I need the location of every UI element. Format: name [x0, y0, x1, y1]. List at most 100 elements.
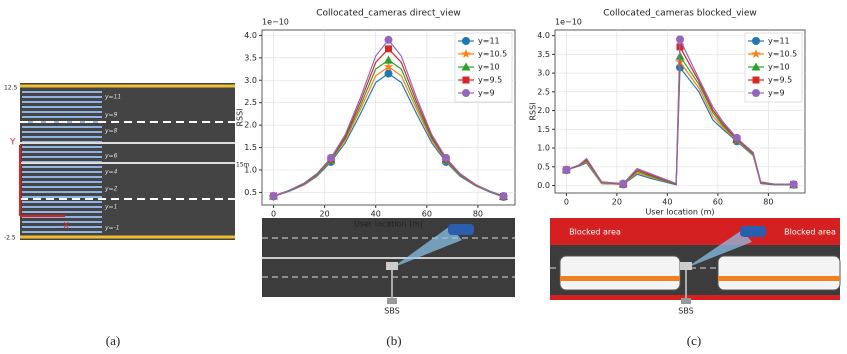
- marker: [676, 35, 684, 44]
- marker: [462, 89, 470, 97]
- marker: [327, 153, 335, 162]
- y-tick-label: 1.5: [244, 143, 257, 152]
- beam: [392, 226, 462, 268]
- y-axis-label: RSSI: [529, 102, 538, 120]
- exponent-label: 1e−10: [262, 18, 289, 27]
- lane-label: y=6: [104, 153, 118, 160]
- y-tick-label: 1.0: [537, 144, 550, 153]
- marker: [562, 165, 571, 174]
- y-axis-label: RSSI: [236, 108, 245, 126]
- legend-label: y=9.5: [478, 76, 502, 85]
- beam: [686, 230, 752, 268]
- y-tick-label: 2.5: [244, 98, 257, 107]
- y-tick-label: 1.5: [537, 125, 550, 134]
- y-tick-label: 4.0: [244, 31, 257, 40]
- marker: [383, 61, 394, 71]
- y-tick-label: 0.0: [537, 181, 550, 190]
- caption: (a): [106, 333, 120, 348]
- marker: [384, 35, 393, 44]
- marker: [461, 62, 471, 71]
- axis-letter: X: [63, 222, 69, 232]
- chart-title: Collocated_cameras direct_view: [316, 9, 461, 19]
- panel-a: y=11 y=9 y=8 y=6 y=4 y=2 y=1 y=-1 Y X 12…: [4, 83, 250, 242]
- lane-label: y=-1: [104, 225, 120, 232]
- axis-letter: Y: [9, 138, 16, 148]
- legend-label: y=10: [478, 63, 500, 72]
- marker: [732, 133, 741, 142]
- marker: [384, 55, 393, 64]
- bus-stripe: [718, 276, 840, 281]
- x-tick-label: 60: [713, 198, 723, 207]
- lane-label: y=2: [104, 186, 118, 193]
- marker: [269, 192, 278, 201]
- marker: [789, 180, 798, 189]
- marker: [751, 62, 761, 71]
- grid-points: [22, 90, 102, 233]
- lane-label: y=1: [104, 204, 117, 211]
- marker: [499, 192, 508, 201]
- marker: [462, 37, 470, 45]
- marker: [751, 49, 761, 58]
- y-tick-label: 3.5: [537, 50, 550, 59]
- lane-label: y=9: [104, 112, 118, 119]
- station-label: SBS: [384, 307, 400, 316]
- caption: (c): [687, 333, 701, 348]
- marker: [385, 45, 392, 53]
- marker: [752, 37, 760, 45]
- marker: [462, 76, 470, 84]
- lane-label: y=4: [104, 169, 118, 176]
- y-tick-label: 3.0: [244, 76, 257, 85]
- legend-label: y=10: [768, 63, 790, 72]
- x-axis-label: User location (m): [645, 208, 714, 217]
- y-tick-label: 3.5: [244, 53, 257, 62]
- x-tick-label: 40: [371, 210, 381, 219]
- legend-label: y=10.5: [478, 50, 507, 59]
- station-label: SBS: [678, 307, 694, 316]
- x-tick-label: 0: [564, 198, 569, 207]
- legend-label: y=10.5: [768, 50, 797, 59]
- caption: (b): [386, 333, 401, 348]
- marker: [619, 179, 628, 188]
- x-tick-label: 80: [763, 198, 773, 207]
- legend-label: y=11: [478, 37, 500, 46]
- marker: [752, 76, 760, 84]
- car: [448, 224, 474, 235]
- lane-label: y=8: [104, 128, 118, 135]
- y-tick-label: 2.0: [537, 106, 550, 115]
- station: [681, 298, 691, 304]
- dim-label: 15m: [236, 162, 250, 169]
- marker: [461, 49, 471, 58]
- legend-label: y=9: [768, 89, 785, 98]
- camera: [680, 262, 692, 270]
- x-tick-label: 0: [271, 210, 276, 219]
- lane-label: y=11: [104, 94, 121, 101]
- y-tick-label: 2.0: [244, 121, 257, 130]
- y-tick-label: 2.5: [537, 87, 550, 96]
- legend-label: y=9: [478, 89, 495, 98]
- x-tick-label: 20: [612, 198, 622, 207]
- marker: [384, 69, 393, 78]
- dim-label: -2.5: [4, 235, 16, 242]
- y-tick-label: 1.0: [244, 166, 257, 175]
- x-tick-label: 40: [662, 198, 672, 207]
- bus: [559, 255, 681, 291]
- y-tick-label: 0.5: [244, 188, 257, 197]
- dim-label: 12.5: [4, 85, 18, 92]
- car: [740, 226, 766, 237]
- x-axis-label: User location (m): [354, 220, 423, 229]
- chart-title: Collocated_cameras blocked_view: [603, 9, 757, 19]
- y-tick-label: 4.0: [537, 31, 550, 40]
- scene-b: SBS: [262, 218, 515, 316]
- x-tick-label: 20: [320, 210, 330, 219]
- bus: [717, 255, 841, 291]
- bus-stripe: [560, 276, 680, 281]
- y-tick-label: 0.5: [537, 162, 550, 171]
- marker: [442, 153, 450, 162]
- y-tick-label: 3.0: [537, 69, 550, 78]
- x-tick-label: 80: [473, 210, 483, 219]
- station: [387, 298, 397, 304]
- legend-label: y=11: [768, 37, 790, 46]
- marker: [752, 89, 760, 97]
- camera: [386, 262, 398, 270]
